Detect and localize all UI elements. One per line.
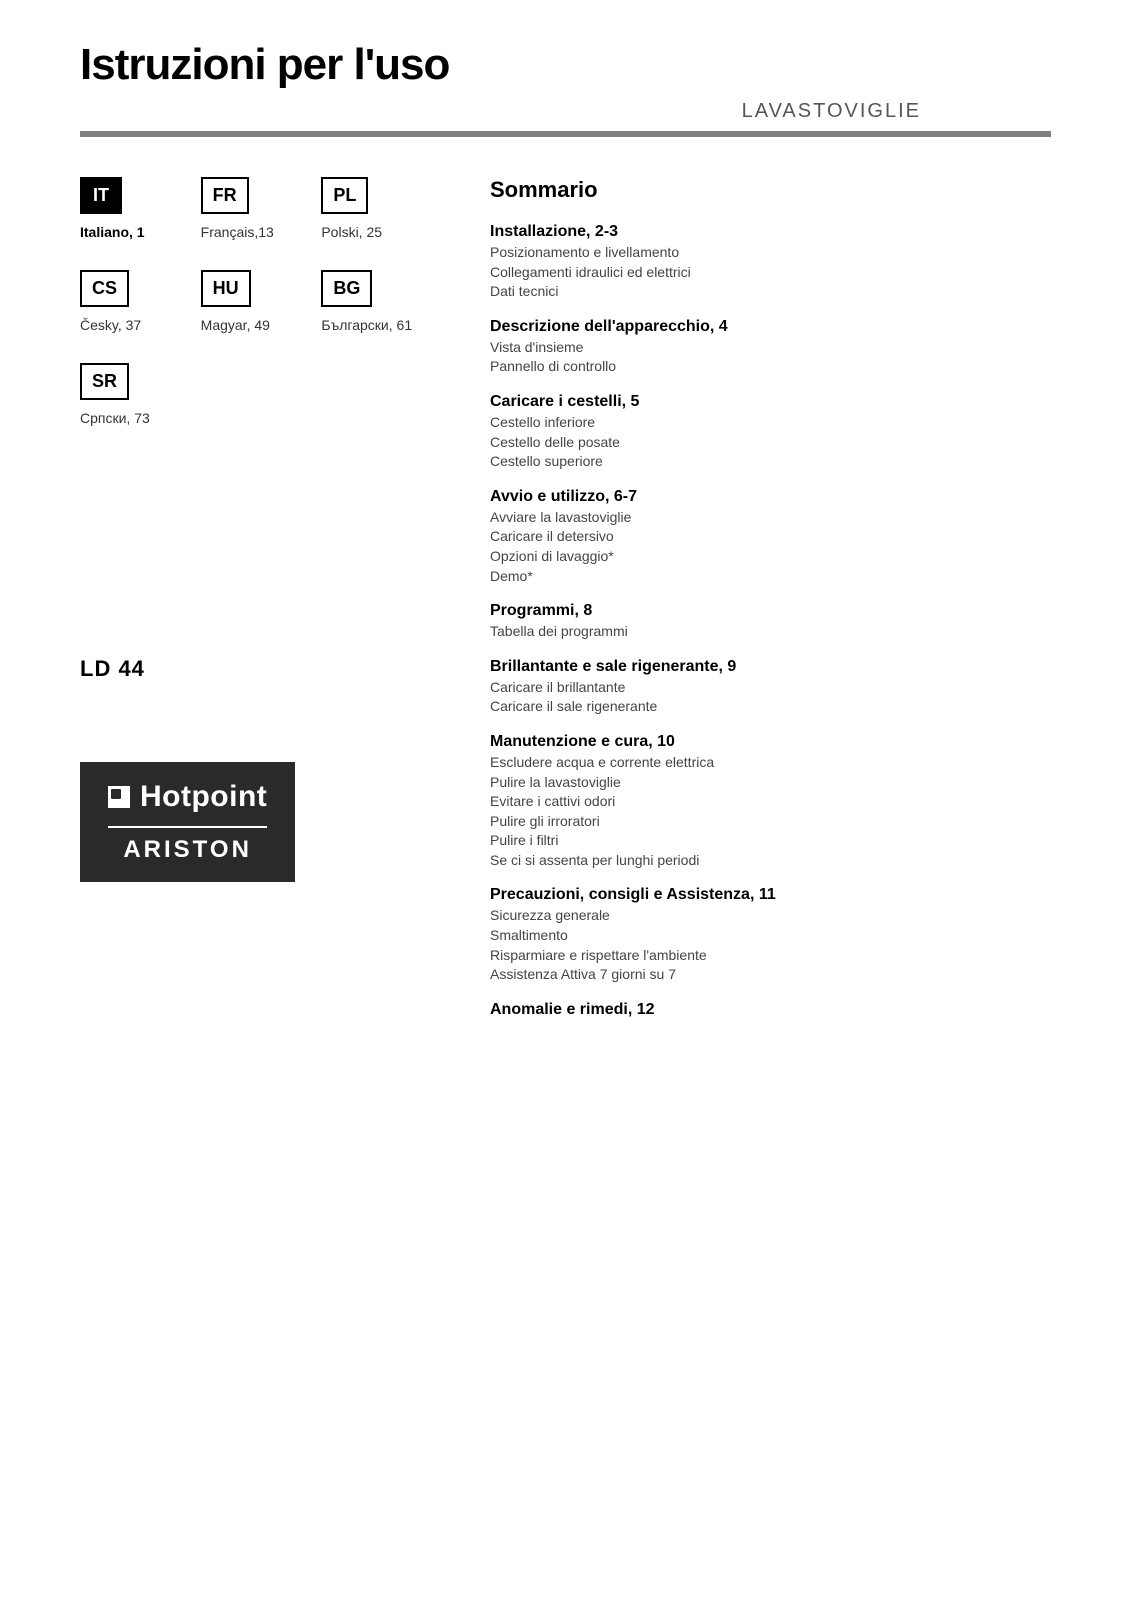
- toc-item: Assistenza Attiva 7 giorni su 7: [490, 965, 1051, 985]
- toc-item: Cestello inferiore: [490, 413, 1051, 433]
- toc-heading: Avvio e utilizzo, 6-7: [490, 488, 1051, 506]
- toc-section: Descrizione dell'apparecchio, 4 Vista d'i…: [490, 318, 1051, 377]
- model-number: LD 44: [80, 656, 450, 682]
- toc-item: Caricare il sale rigenerante: [490, 697, 1051, 717]
- toc-item: Demo*: [490, 567, 1051, 587]
- language-label: Français,13: [201, 224, 274, 240]
- toc-item: Collegamenti idraulici ed elettrici: [490, 263, 1051, 283]
- language-label: Български, 61: [321, 317, 412, 333]
- toc-heading: Installazione, 2-3: [490, 223, 1051, 241]
- toc-item: Pannello di controllo: [490, 357, 1051, 377]
- language-label: Српски, 73: [80, 410, 150, 426]
- toc-heading: Manutenzione e cura, 10: [490, 733, 1051, 751]
- toc-item: Avviare la lavastoviglie: [490, 508, 1051, 528]
- logo-brand1: Hotpoint: [140, 780, 267, 814]
- toc-heading: Brillantante e sale rigenerante, 9: [490, 658, 1051, 676]
- language-code-box: PL: [321, 177, 368, 214]
- logo-icon: [108, 786, 130, 808]
- toc-heading: Descrizione dell'apparecchio, 4: [490, 318, 1051, 336]
- toc-item: Opzioni di lavaggio*: [490, 547, 1051, 567]
- language-code-box: HU: [201, 270, 251, 307]
- toc-heading: Programmi, 8: [490, 602, 1051, 620]
- language-code-box: FR: [201, 177, 249, 214]
- toc-section: Installazione, 2-3 Posizionamento e livel…: [490, 223, 1051, 302]
- toc-item: Pulire i filtri: [490, 831, 1051, 851]
- toc-item: Smaltimento: [490, 926, 1051, 946]
- toc-section: Anomalie e rimedi, 12: [490, 1001, 1051, 1019]
- page-title: Istruzioni per l'uso: [80, 40, 1051, 90]
- toc-item: Posizionamento e livellamento: [490, 243, 1051, 263]
- toc-item: Evitare i cattivi odori: [490, 792, 1051, 812]
- toc-item: Caricare il detersivo: [490, 527, 1051, 547]
- toc-item: Pulire la lavastoviglie: [490, 773, 1051, 793]
- brand-logo: Hotpoint ARISTON: [80, 762, 295, 882]
- language-item: HU Magyar, 49: [201, 270, 310, 333]
- language-item: SR Српски, 73: [80, 363, 189, 426]
- toc-section: Avvio e utilizzo, 6-7 Avviare la lavastov…: [490, 488, 1051, 586]
- language-label: Česky, 37: [80, 317, 141, 333]
- language-item: CS Česky, 37: [80, 270, 189, 333]
- toc-item: Vista d'insieme: [490, 338, 1051, 358]
- toc-heading: Caricare i cestelli, 5: [490, 393, 1051, 411]
- language-label: Polski, 25: [321, 224, 382, 240]
- toc-item: Escludere acqua e corrente elettrica: [490, 753, 1051, 773]
- toc-item: Caricare il brillantante: [490, 678, 1051, 698]
- language-grid: IT Italiano, 1 FR Français,13 PL Polski, 25 CS…: [80, 177, 430, 426]
- toc-heading: Precauzioni, consigli e Assistenza, 11: [490, 886, 1051, 904]
- language-item: PL Polski, 25: [321, 177, 430, 240]
- toc-item: Se ci si assenta per lunghi periodi: [490, 851, 1051, 871]
- header-divider: [80, 131, 1051, 137]
- page-subtitle: LAVASTOVIGLIE: [80, 100, 1051, 123]
- language-code-box: SR: [80, 363, 129, 400]
- language-code-box: IT: [80, 177, 122, 214]
- toc-section: Caricare i cestelli, 5 Cestello inferiore…: [490, 393, 1051, 472]
- toc-item: Sicurezza generale: [490, 906, 1051, 926]
- toc-section: Brillantante e sale rigenerante, 9 Carica…: [490, 658, 1051, 717]
- toc-title: Sommario: [490, 177, 1051, 203]
- language-code-box: CS: [80, 270, 129, 307]
- toc-item: Risparmiare e rispettare l'ambiente: [490, 946, 1051, 966]
- language-item: IT Italiano, 1: [80, 177, 189, 240]
- toc-body: Installazione, 2-3 Posizionamento e livel…: [490, 223, 1051, 1019]
- logo-brand2: ARISTON: [108, 832, 267, 864]
- toc-item: Cestello superiore: [490, 452, 1051, 472]
- logo-divider: [108, 826, 267, 828]
- language-label: Magyar, 49: [201, 317, 270, 333]
- toc-item: Pulire gli irroratori: [490, 812, 1051, 832]
- toc-section: Programmi, 8 Tabella dei programmi: [490, 602, 1051, 642]
- toc-item: Tabella dei programmi: [490, 622, 1051, 642]
- toc-item: Cestello delle posate: [490, 433, 1051, 453]
- language-label: Italiano, 1: [80, 224, 145, 240]
- toc-section: Precauzioni, consigli e Assistenza, 11 Si…: [490, 886, 1051, 984]
- language-code-box: BG: [321, 270, 372, 307]
- toc-item: Dati tecnici: [490, 282, 1051, 302]
- language-item: BG Български, 61: [321, 270, 430, 333]
- toc-heading: Anomalie e rimedi, 12: [490, 1001, 1051, 1019]
- toc-section: Manutenzione e cura, 10 Escludere acqua e…: [490, 733, 1051, 871]
- language-item: FR Français,13: [201, 177, 310, 240]
